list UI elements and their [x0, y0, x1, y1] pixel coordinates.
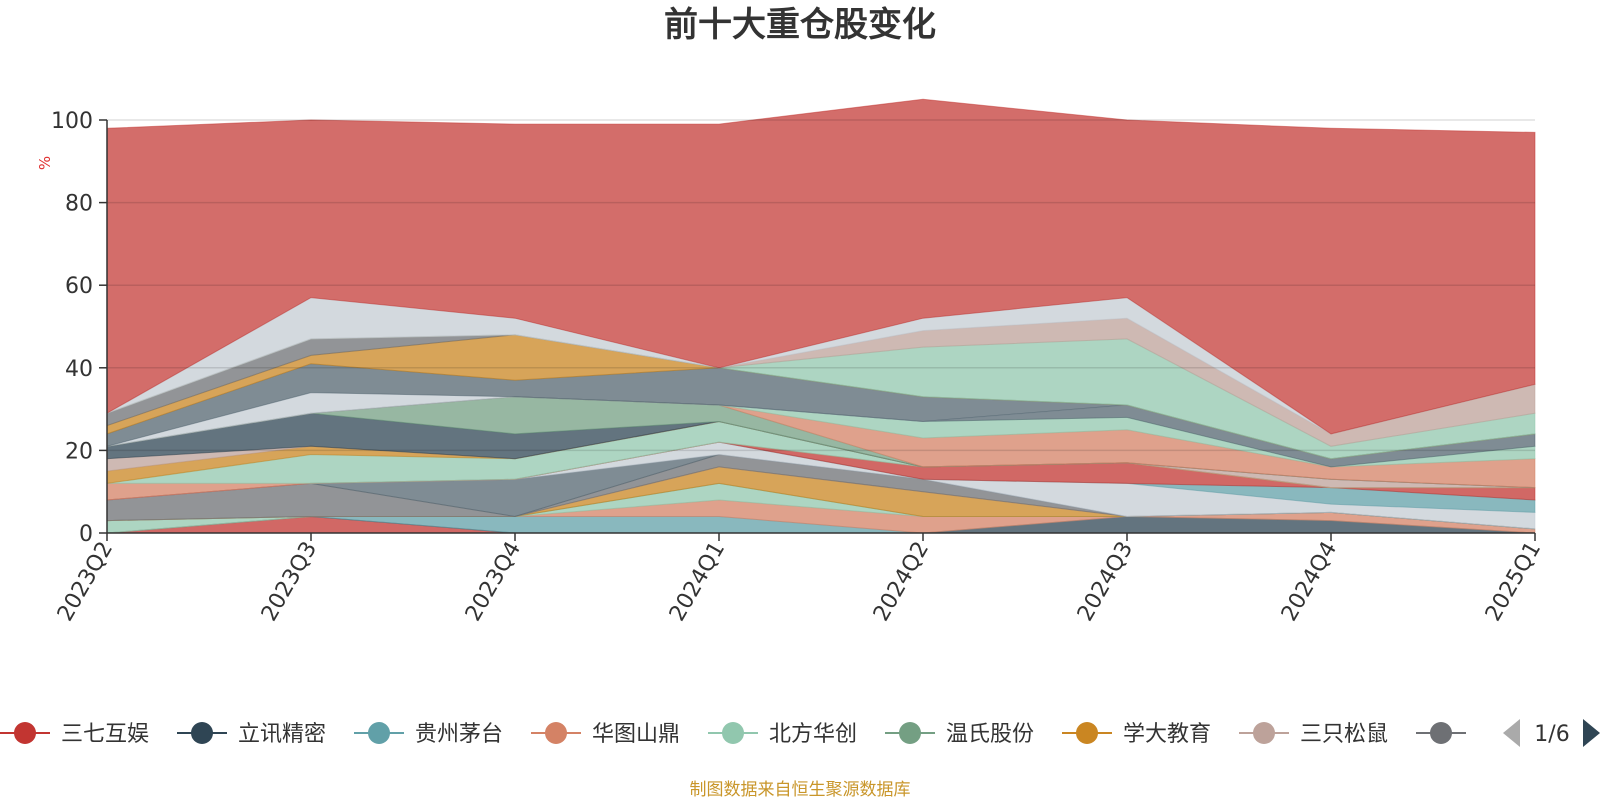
legend: 三七互娱 立讯精密 贵州茅台 华图山鼎 北方华创 温氏股份 学大教育 三只松鼠 [0, 722, 1466, 747]
legend-marker-icon [722, 722, 744, 744]
legend-marker-icon [545, 722, 567, 744]
legend-marker-icon [899, 722, 921, 744]
legend-pager: 1/6 [1503, 719, 1600, 747]
legend-marker-icon [14, 722, 36, 744]
legend-label: 学大教育 [1123, 722, 1211, 747]
grid-lines [107, 119, 1535, 452]
legend-label: 三七互娱 [61, 722, 149, 747]
legend-label: 三只松鼠 [1300, 722, 1388, 747]
chart-title: 前十大重仓股变化 [664, 5, 936, 45]
legend-item[interactable]: 三七互娱 [0, 722, 149, 747]
legend-marker-icon [191, 722, 213, 744]
legend-item[interactable]: 三只松鼠 [1239, 722, 1388, 747]
legend-marker-icon [1253, 722, 1275, 744]
legend-label: 北方华创 [769, 722, 857, 747]
y-axis-unit-label: % [36, 156, 54, 170]
y-tick-label: 0 [79, 522, 93, 547]
x-tick-label: 2023Q3 [257, 538, 322, 626]
x-tick-label: 2024Q3 [1073, 538, 1138, 626]
legend-item[interactable]: 温氏股份 [885, 722, 1034, 747]
legend-marker-icon [368, 722, 390, 744]
x-tick-label: 2023Q2 [53, 538, 118, 626]
legend-page-indicator: 1/6 [1534, 722, 1569, 747]
area-series-30 [106, 98, 1536, 435]
legend-label: 华图山鼎 [592, 722, 680, 747]
legend-next-page-icon[interactable] [1583, 719, 1600, 747]
x-tick-label: 2023Q4 [461, 538, 526, 626]
legend-item[interactable]: 学大教育 [1062, 722, 1211, 747]
y-tick-label: 60 [65, 274, 93, 299]
y-tick-label: 40 [65, 357, 93, 382]
y-tick-label: 20 [65, 439, 93, 464]
legend-item[interactable]: 贵州茅台 [354, 722, 503, 747]
legend-marker-icon [1076, 722, 1098, 744]
data-source-note: 制图数据来自恒生聚源数据库 [690, 780, 911, 800]
legend-item[interactable]: 华图山鼎 [531, 722, 680, 747]
legend-item[interactable]: 北方华创 [708, 722, 857, 747]
x-tick-label: 2024Q2 [869, 538, 934, 626]
y-tick-label: 100 [51, 109, 93, 134]
area-series-group [106, 98, 1536, 534]
x-tick-label: 2024Q4 [1277, 538, 1342, 626]
legend-label: 温氏股份 [946, 722, 1034, 747]
legend-item[interactable]: 立讯精密 [177, 722, 326, 747]
x-tick-label: 2024Q1 [665, 538, 730, 626]
legend-label: 立讯精密 [238, 722, 326, 747]
legend-marker-icon [1430, 722, 1452, 744]
x-tick-label: 2025Q1 [1481, 538, 1546, 626]
y-tick-label: 80 [65, 192, 93, 217]
legend-prev-page-icon[interactable] [1503, 719, 1520, 747]
legend-item[interactable] [1416, 722, 1466, 744]
legend-label: 贵州茅台 [415, 722, 503, 747]
